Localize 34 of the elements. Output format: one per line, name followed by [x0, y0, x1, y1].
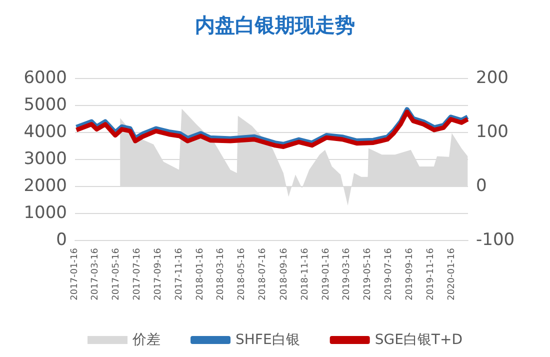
- x-tick-label: 2019-05-16: [362, 248, 373, 300]
- y-tick-label: 6000: [24, 68, 67, 88]
- legend-label: 价差: [132, 332, 161, 348]
- x-tick-label: 2017-09-16: [154, 248, 164, 300]
- y-tick-label: 1000: [24, 203, 67, 223]
- y2-tick-label: 0: [476, 176, 487, 196]
- x-tick-label: 2018-01-16: [196, 248, 206, 300]
- x-tick-label: 2017-05-16: [111, 248, 122, 300]
- x-tick-label: 2017-03-16: [90, 248, 100, 300]
- legend-label: SHFE白银: [236, 332, 300, 348]
- x-tick-label: 2019-03-16: [342, 248, 352, 300]
- y-tick-label: 2000: [24, 176, 67, 196]
- x-tick-label: 2017-01-16: [70, 248, 80, 300]
- x-tick-label: 2018-03-16: [216, 248, 226, 300]
- x-tick-label: 2018-05-16: [237, 248, 248, 300]
- y2-tick-label: -100: [476, 230, 515, 250]
- y2-tick-label: 200: [476, 68, 508, 88]
- y-tick-label: 4000: [24, 122, 67, 142]
- x-tick-label: 2020-01-16: [447, 248, 458, 300]
- x-tick-label: 2018-11-16: [300, 248, 310, 300]
- x-tick-label: 2019-09-16: [405, 248, 416, 300]
- y-tick-label: 0: [56, 230, 67, 250]
- x-tick-label: 2019-07-16: [384, 248, 394, 300]
- x-tick-label: 2017-07-16: [132, 248, 142, 300]
- x-tick-label: 2017-11-16: [174, 248, 185, 300]
- x-tick-label: 2018-09-16: [279, 248, 290, 300]
- chart-title: 内盘白银期现走势: [195, 13, 355, 37]
- y2-tick-label: 100: [476, 122, 508, 142]
- y-tick-label: 3000: [24, 149, 67, 169]
- x-tick-label: 2019-11-16: [426, 248, 436, 300]
- x-tick-label: 2018-07-16: [258, 248, 268, 300]
- x-tick-label: 2019-01-16: [321, 248, 332, 300]
- legend-label: SGE白银T+D: [374, 332, 462, 348]
- y-tick-label: 5000: [24, 95, 67, 115]
